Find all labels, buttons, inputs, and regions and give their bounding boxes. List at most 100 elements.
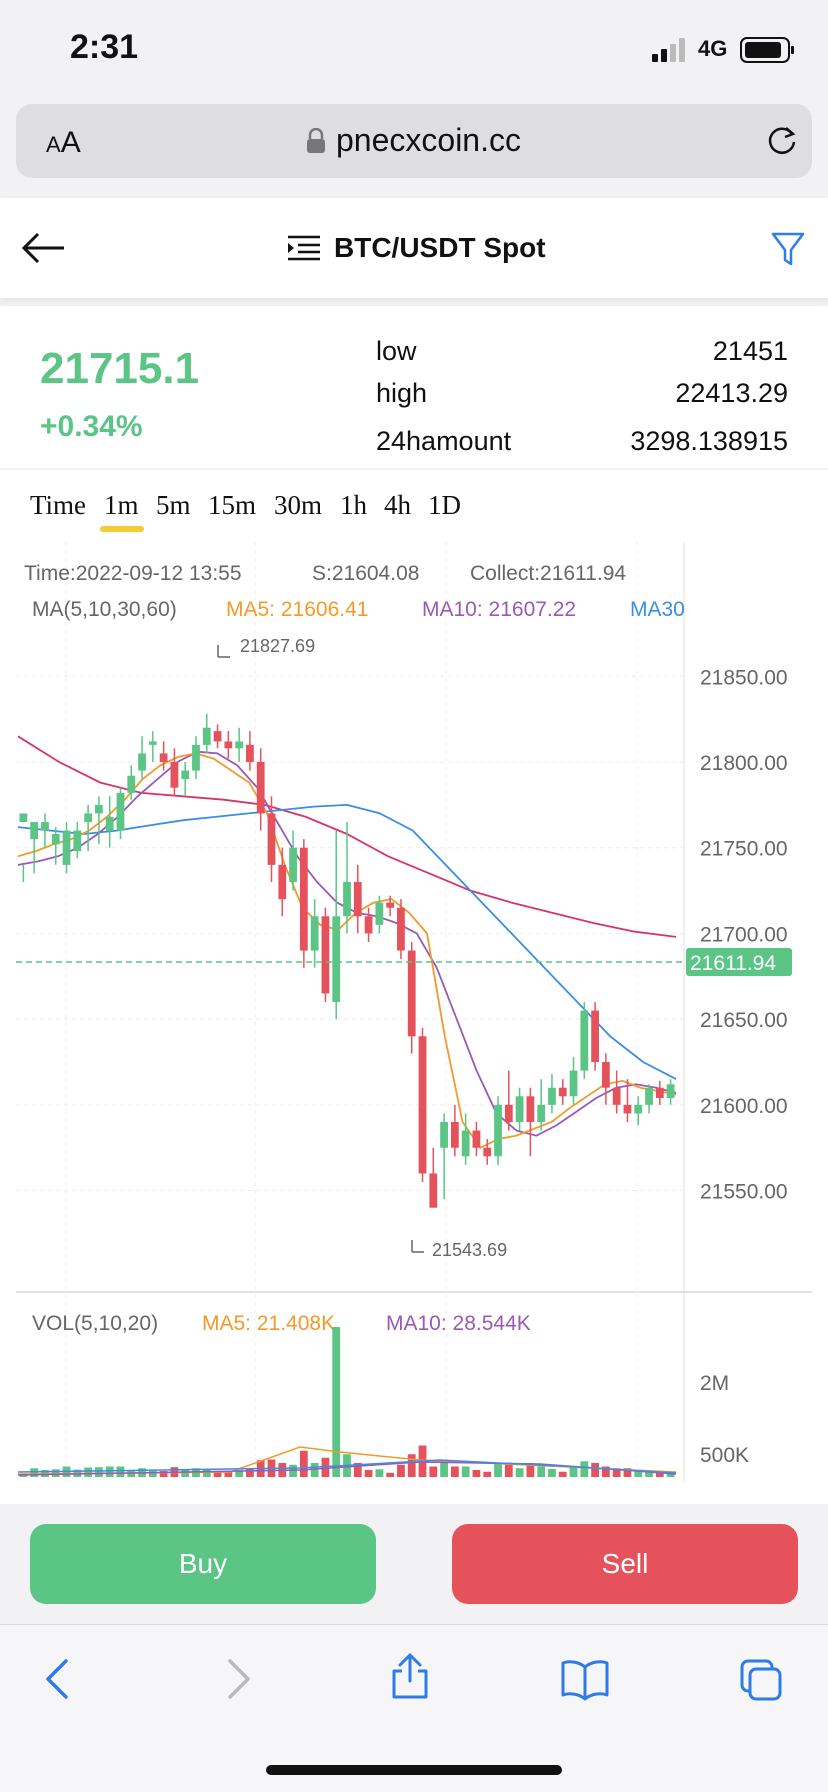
volume-bar: [116, 1466, 125, 1477]
volume-bar: [537, 1466, 546, 1477]
price-tick: 21800.00: [700, 752, 788, 775]
candle-body: [138, 753, 146, 771]
status-bar: 2:31 4G: [0, 0, 828, 100]
lock-icon: [307, 128, 325, 153]
volume-bar: [612, 1468, 621, 1477]
volume-bar: [450, 1466, 459, 1477]
kline-svg[interactable]: Time:2022-09-12 13:55 S:21604.08 Collect…: [0, 542, 828, 1504]
candle-body: [84, 813, 92, 822]
candle-body: [504, 1104, 513, 1122]
candle-body: [181, 770, 190, 780]
candle-body: [634, 1104, 643, 1114]
url-text[interactable]: pnecxcoin.cc: [336, 122, 521, 158]
volume-bar: [235, 1470, 244, 1477]
price-tick: 21750.00: [700, 838, 788, 861]
candle-body: [332, 916, 341, 1002]
vol-ma10-label: MA10: 28.544K: [386, 1312, 531, 1335]
list-menu-icon[interactable]: [286, 234, 322, 262]
candle-body: [353, 882, 362, 917]
candle-body: [73, 830, 82, 852]
candle-body: [202, 727, 211, 745]
price-change: +0.34%: [40, 410, 143, 443]
candle-body: [623, 1104, 632, 1114]
candle-body: [558, 1087, 567, 1097]
reload-icon[interactable]: [764, 122, 800, 158]
volume-bar: [332, 1327, 341, 1477]
reader-view-button[interactable]: AA: [46, 126, 81, 159]
tab-1h[interactable]: 1h: [340, 490, 367, 520]
buy-button[interactable]: Buy: [30, 1524, 376, 1604]
bookmarks-icon[interactable]: [560, 1657, 610, 1701]
candle-body: [580, 1010, 589, 1071]
candle-body: [569, 1070, 578, 1097]
candle-body: [170, 762, 179, 788]
volume-bar: [181, 1470, 190, 1477]
home-indicator: [266, 1765, 562, 1775]
browser-toolbar: [0, 1624, 828, 1792]
vol-label: VOL(5,10,20): [32, 1312, 158, 1335]
kline-chart[interactable]: Time:2022-09-12 13:55 S:21604.08 Collect…: [0, 542, 828, 1504]
page-title[interactable]: BTC/USDT Spot: [334, 232, 546, 263]
tab-1d[interactable]: 1D: [428, 490, 461, 520]
tab-5m[interactable]: 5m: [156, 490, 191, 520]
high-marker-icon: [217, 645, 230, 658]
tabs-icon[interactable]: [738, 1657, 784, 1703]
price-tick: 21650.00: [700, 1009, 788, 1032]
volume-bar: [299, 1450, 308, 1477]
vol-ma5-label: MA5: 21.408K: [202, 1312, 335, 1335]
stat-value-high: 22413.29: [675, 378, 788, 408]
price-tick: 21850.00: [700, 666, 788, 689]
candle-body: [289, 847, 297, 882]
volume-bar: [353, 1463, 362, 1477]
volume-bar: [548, 1468, 556, 1477]
volume-bar: [569, 1467, 578, 1477]
candle-body: [537, 1104, 546, 1122]
volume-bar: [494, 1463, 502, 1477]
volume-bar: [30, 1468, 39, 1477]
candle-body: [602, 1062, 610, 1088]
stat-label-low: low: [376, 336, 417, 366]
page-header: BTC/USDT Spot: [0, 198, 828, 298]
low-marker-icon: [411, 1240, 424, 1253]
volume-bar: [95, 1467, 103, 1477]
candle-body: [591, 1010, 599, 1062]
current-price-label: 21611.94: [690, 952, 776, 975]
tab-time[interactable]: Time: [30, 490, 87, 520]
candle-body: [461, 1130, 470, 1157]
volume-bar: [364, 1470, 373, 1477]
browser-back-icon[interactable]: [40, 1657, 76, 1701]
tab-30m[interactable]: 30m: [274, 490, 323, 520]
filter-icon[interactable]: [770, 230, 806, 268]
candle-body: [666, 1084, 675, 1098]
candle-body: [30, 822, 39, 840]
candle-body: [450, 1122, 459, 1148]
volume-bar: [655, 1472, 664, 1477]
volume-bar: [148, 1470, 157, 1477]
battery-icon: [740, 37, 794, 63]
volume-bar: [224, 1471, 233, 1477]
volume-bar: [504, 1464, 513, 1477]
tab-1m[interactable]: 1m: [104, 490, 139, 520]
volume-bar: [515, 1468, 524, 1477]
browser-url-bar[interactable]: AA pnecxcoin.cc: [16, 104, 812, 178]
ma30-line: [17, 803, 677, 1080]
volume-bar: [472, 1470, 481, 1477]
candle-body: [192, 744, 200, 771]
price-tick: 21700.00: [700, 923, 788, 946]
last-price: 21715.1: [40, 344, 200, 393]
browser-forward-icon[interactable]: [220, 1657, 256, 1701]
volume-bar: [213, 1472, 222, 1477]
back-arrow-icon[interactable]: [20, 228, 68, 268]
candle-body: [256, 762, 265, 814]
candle-body: [655, 1087, 664, 1098]
share-icon[interactable]: [388, 1651, 432, 1701]
candle-body: [105, 816, 114, 831]
sell-button[interactable]: Sell: [452, 1524, 798, 1604]
tab-15m[interactable]: 15m: [208, 490, 257, 520]
candle-body: [213, 731, 222, 742]
candle-body: [515, 1096, 524, 1122]
tab-4h[interactable]: 4h: [384, 490, 411, 520]
ma-label: MA(5,10,30,60): [32, 598, 177, 621]
vol-tick-2m: 2M: [700, 1372, 729, 1395]
candle-body: [612, 1087, 621, 1105]
